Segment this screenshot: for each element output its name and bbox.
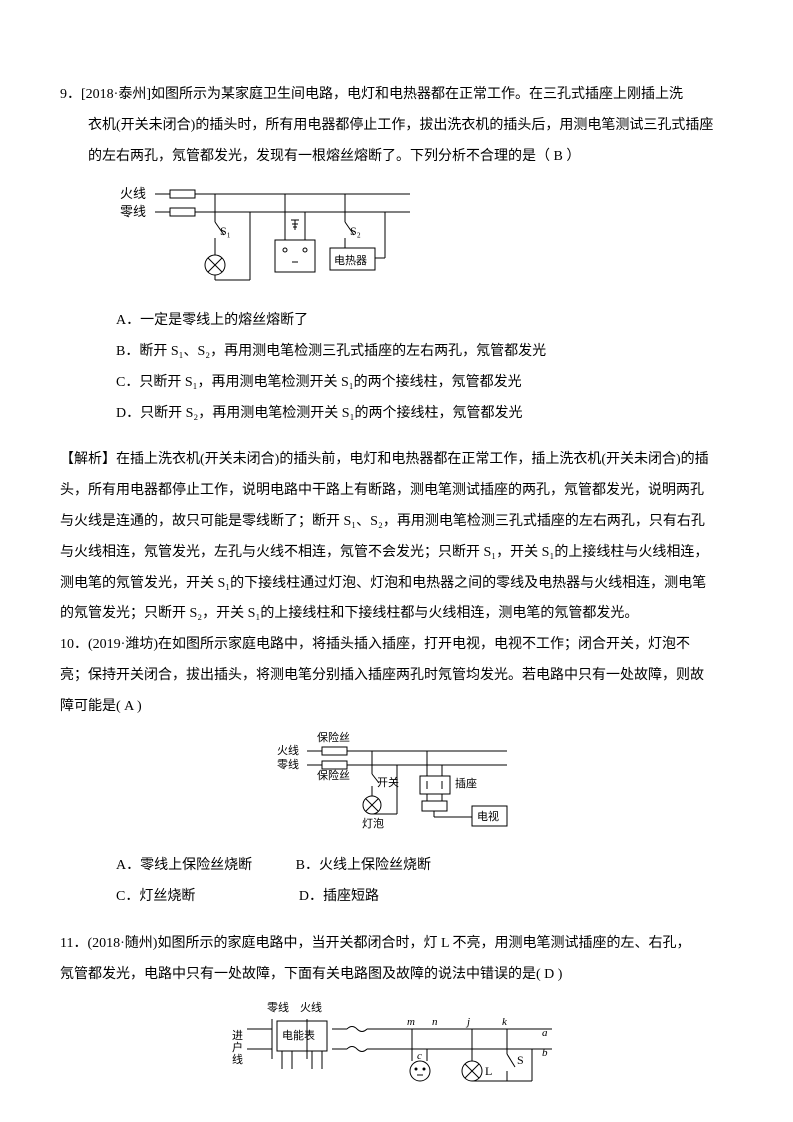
- q10-options-row2: C．灯丝烧断 D．插座短路: [116, 882, 733, 913]
- lamp-label: L: [485, 1064, 492, 1078]
- q10-options-row1: A．零线上保险丝烧断 B．火线上保险丝烧断: [116, 851, 733, 882]
- q10-source: (2019·潍坊): [88, 637, 158, 652]
- question-9: 9．[2018·泰州]如图所示为某家庭卫生间电路，电灯和电热器都在正常工作。在三…: [60, 80, 733, 429]
- q10-line2: 亮；保持开关闭合，拔出插头，将测电笔分别插入插座两孔时氖管均发光。若电路中只有一…: [60, 661, 733, 692]
- meter-label: 电能表: [282, 1028, 315, 1042]
- q9-option-c: C．只断开 S₁，再用测电笔检测开关 S₁的两个接线柱，氖管都发光: [116, 368, 733, 399]
- input-3: 线: [232, 1052, 243, 1066]
- svg-text:j: j: [465, 1016, 470, 1028]
- q9-option-a: A．一定是零线上的熔丝熔断了: [116, 306, 733, 337]
- q9-circuit-diagram: 火线 零线 S₁: [120, 180, 733, 298]
- fuse-label-2: 保险丝: [317, 768, 350, 782]
- neutral-label-10: 零线: [277, 757, 299, 771]
- switch-s-label: S: [517, 1053, 524, 1067]
- svg-text:m: m: [407, 1016, 415, 1028]
- exp9-line2: 头，所有用电器都停止工作，说明电路中干路上有断路，测电笔测试插座的两孔，氖管都发…: [60, 476, 733, 507]
- socket-label-10: 插座: [455, 776, 477, 790]
- question-11: 11．(2018·随州)如图所示的家庭电路中，当开关都闭合时，灯 L 不亮，用测…: [60, 929, 733, 1101]
- heater-label: 电热器: [334, 254, 367, 267]
- q11-number: 11．: [60, 936, 87, 951]
- q9-line3: 的左右两孔，氖管都发光，发现有一根熔丝熔断了。下列分析不合理的是（ B ）: [60, 142, 733, 173]
- input-2: 户: [232, 1040, 243, 1054]
- live-label-10: 火线: [277, 743, 299, 757]
- svg-text:b: b: [542, 1047, 548, 1059]
- q10-line1: 10．(2019·潍坊)在如图所示家庭电路中，将插头插入插座，打开电视，电视不工…: [60, 630, 733, 661]
- neutral-label-11: 零线: [267, 1000, 289, 1014]
- q10-option-b: B．火线上保险丝烧断: [296, 851, 431, 882]
- svg-text:k: k: [502, 1016, 508, 1028]
- live-label-11: 火线: [300, 1000, 322, 1014]
- q9-line2: 衣机(开关未闭合)的插头时，所有用电器都停止工作，拔出洗衣机的插头后，用测电笔测…: [60, 111, 733, 142]
- question-10: 10．(2019·潍坊)在如图所示家庭电路中，将插头插入插座，打开电视，电视不工…: [60, 630, 733, 913]
- q11-text1: 如图所示的家庭电路中，当开关都闭合时，灯 L 不亮，用测电笔测试插座的左、右孔，: [157, 936, 690, 951]
- q9-option-d: D．只断开 S₂，再用测电笔检测开关 S₁的两个接线柱，氖管都发光: [116, 399, 733, 430]
- exp9-line5: 测电笔的氖管发光，开关 S₁的下接线柱通过灯泡、灯泡和电热器之间的零线及电热器与…: [60, 569, 733, 600]
- exp9-line1: 在插上洗衣机(开关未闭合)的插头前，电灯和电热器都在正常工作，插上洗衣机(开关未…: [116, 452, 709, 467]
- neutral-label: 零线: [120, 204, 146, 219]
- q11-line1: 11．(2018·随州)如图所示的家庭电路中，当开关都闭合时，灯 L 不亮，用测…: [60, 929, 733, 960]
- live-label: 火线: [120, 186, 146, 201]
- fuse-label-1: 保险丝: [317, 731, 350, 744]
- s2-label: S₂: [350, 224, 361, 238]
- q10-circuit-diagram: 保险丝 火线 零线 保险丝 开关 灯泡: [60, 731, 733, 844]
- exp9-line3: 与火线是连通的，故只可能是零线断了；断开 S₁、S₂，再用测电笔检测三孔式插座的…: [60, 507, 733, 538]
- q9-option-b: B．断开 S₁、S₂，再用测电笔检测三孔式插座的左右两孔，氖管都发光: [116, 337, 733, 368]
- svg-text:a: a: [542, 1027, 548, 1039]
- explanation-label: 【解析】: [60, 452, 116, 467]
- q9-number: 9．: [60, 87, 81, 102]
- q11-line2: 氖管都发光，电路中只有一处故障，下面有关电路图及故障的说法中错误的是( D ): [60, 960, 733, 991]
- q10-option-a: A．零线上保险丝烧断: [116, 851, 252, 882]
- bulb-label-10: 灯泡: [362, 816, 384, 830]
- exp9-line4: 与火线相连，氖管发光，左孔与火线不相连，氖管不会发光；只断开 S₁，开关 S₁的…: [60, 538, 733, 569]
- q10-text1: 在如图所示家庭电路中，将插头插入插座，打开电视，电视不工作；闭合开关，灯泡不: [158, 637, 690, 652]
- explanation-9: 【解析】在插上洗衣机(开关未闭合)的插头前，电灯和电热器都在正常工作，插上洗衣机…: [60, 445, 733, 476]
- svg-text:c: c: [417, 1050, 422, 1062]
- q10-line3: 障可能是( A ): [60, 692, 733, 723]
- q11-source: (2018·随州): [87, 936, 157, 951]
- q10-number: 10．: [60, 637, 88, 652]
- q9-source: [2018·泰州]: [81, 87, 151, 102]
- q9-text1: 如图所示为某家庭卫生间电路，电灯和电热器都在正常工作。在三孔式插座上刚插上洗: [151, 87, 683, 102]
- tv-label-10: 电视: [477, 809, 499, 823]
- s1-label: S₁: [220, 224, 231, 238]
- q10-option-c: C．灯丝烧断: [116, 882, 195, 913]
- q10-option-d: D．插座短路: [299, 882, 379, 913]
- input-1: 进: [232, 1029, 243, 1042]
- switch-label-10: 开关: [377, 775, 399, 789]
- q9-line1: 9．[2018·泰州]如图所示为某家庭卫生间电路，电灯和电热器都在正常工作。在三…: [60, 80, 733, 111]
- svg-text:n: n: [432, 1016, 438, 1028]
- q11-circuit-diagram: 零线 火线 进 户 线 电能表 m: [60, 999, 733, 1102]
- exp9-line6: 的氖管发光；只断开 S₂，开关 S₁的上接线柱和下接线柱都与火线相连，测电笔的氖…: [60, 599, 733, 630]
